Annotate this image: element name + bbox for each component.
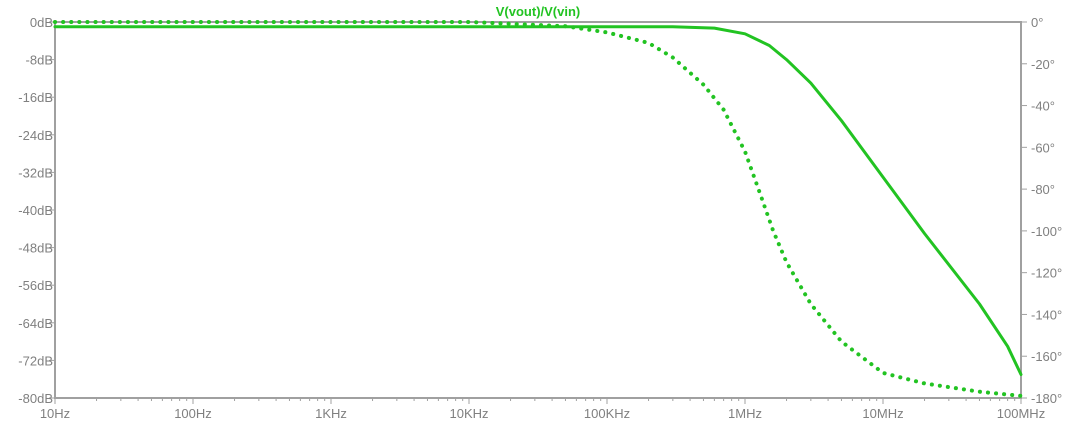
y-left-tick-label: -72dB [18,353,53,368]
y-left-tick-label: -8dB [26,53,53,68]
y-left-tick-label: -16dB [18,90,53,105]
x-tick-label: 10MHz [862,406,903,421]
x-tick-label: 1MHz [728,406,762,421]
y-left-tick-label: -32dB [18,165,53,180]
y-right-tick-label: -120° [1031,266,1062,281]
y-right-tick-label: 0° [1031,15,1043,30]
y-right-tick-label: -160° [1031,349,1062,364]
y-left-tick-label: -80dB [18,391,53,406]
y-left-tick-label: -64dB [18,316,53,331]
phase-series-line [53,20,1023,398]
x-tick-label: 100Hz [174,406,212,421]
plot-frame [54,21,1022,399]
y-left-tick-label: 0dB [30,15,53,30]
magnitude-series-line [53,25,1023,376]
y-left-tick-label: -40dB [18,203,53,218]
y-right-tick-label: -60° [1031,140,1055,155]
y-right-tick-label: -100° [1031,224,1062,239]
x-tick-label: 1KHz [315,406,347,421]
tick-marks [49,21,1027,404]
x-tick-label: 100MHz [997,406,1045,421]
y-right-tick-label: -180° [1031,391,1062,406]
y-left-tick-label: -24dB [18,128,53,143]
y-left-tick-label: -56dB [18,278,53,293]
y-right-tick-label: -40° [1031,99,1055,114]
y-left-tick-label: -48dB [18,241,53,256]
series-group [53,20,1023,398]
y-right-tick-label: -140° [1031,307,1062,322]
y-right-tick-label: -20° [1031,57,1055,72]
x-tick-label: 100KHz [584,406,630,421]
x-tick-label: 10KHz [449,406,488,421]
tick-labels: 10Hz 100Hz 1KHz 10KHz 100KHz 1MHz 10MHz 100MHz 0… [18,15,1062,421]
y-right-tick-label: -80° [1031,182,1055,197]
chart-title: V(vout)/V(vin) [496,4,581,19]
x-tick-label: 10Hz [40,406,70,421]
